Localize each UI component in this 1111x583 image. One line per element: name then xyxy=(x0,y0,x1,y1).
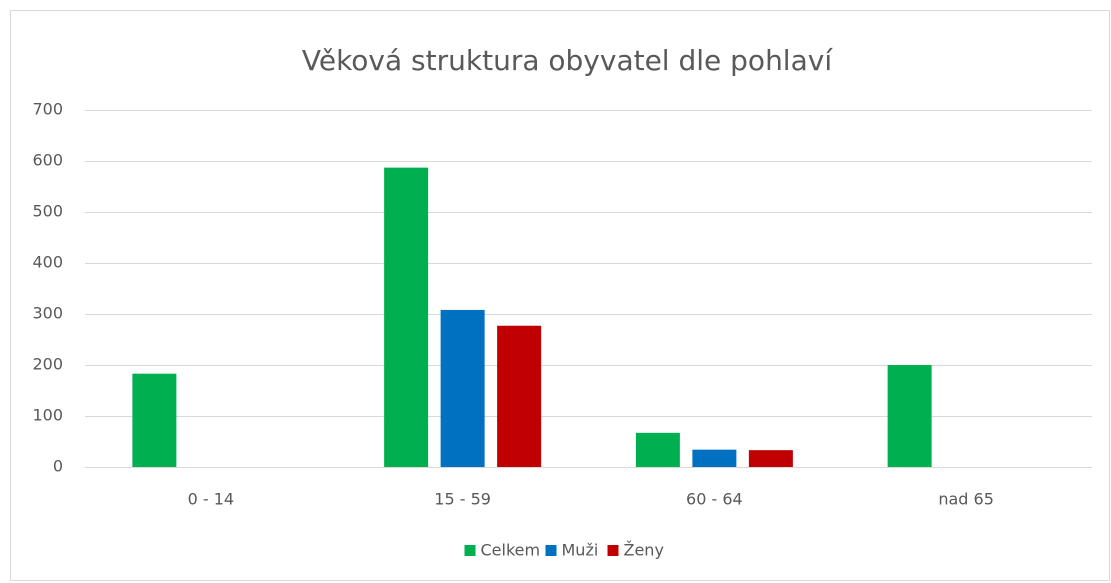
bar xyxy=(748,450,793,467)
x-tick-label: 60 - 64 xyxy=(686,490,743,509)
y-tick-label: 300 xyxy=(32,304,63,323)
bar xyxy=(384,167,429,467)
bar xyxy=(440,309,485,467)
y-tick-label: 400 xyxy=(32,253,63,272)
y-tick-label: 700 xyxy=(32,100,63,119)
bar xyxy=(692,449,737,467)
y-tick-label: 0 xyxy=(53,457,63,476)
chart-title: Věková struktura obyvatel dle pohlaví xyxy=(302,44,833,77)
y-tick-label: 200 xyxy=(32,355,63,374)
legend-swatch xyxy=(545,545,557,556)
bar xyxy=(497,325,542,467)
y-tick-label: 600 xyxy=(32,151,63,170)
legend-swatch xyxy=(607,545,619,556)
x-tick-label: nad 65 xyxy=(938,490,994,509)
y-tick-label: 100 xyxy=(32,406,63,425)
x-tick-label: 0 - 14 xyxy=(188,490,234,509)
x-tick-label: 15 - 59 xyxy=(434,490,491,509)
legend-label: Celkem xyxy=(481,541,541,560)
legend-label: Ženy xyxy=(624,541,664,560)
legend-swatch xyxy=(464,545,476,556)
chart-border xyxy=(10,10,1110,581)
bar xyxy=(887,365,932,467)
bar xyxy=(635,432,680,467)
y-tick-label: 500 xyxy=(32,202,63,221)
legend-label: Muži xyxy=(562,541,599,560)
bar xyxy=(132,373,177,467)
